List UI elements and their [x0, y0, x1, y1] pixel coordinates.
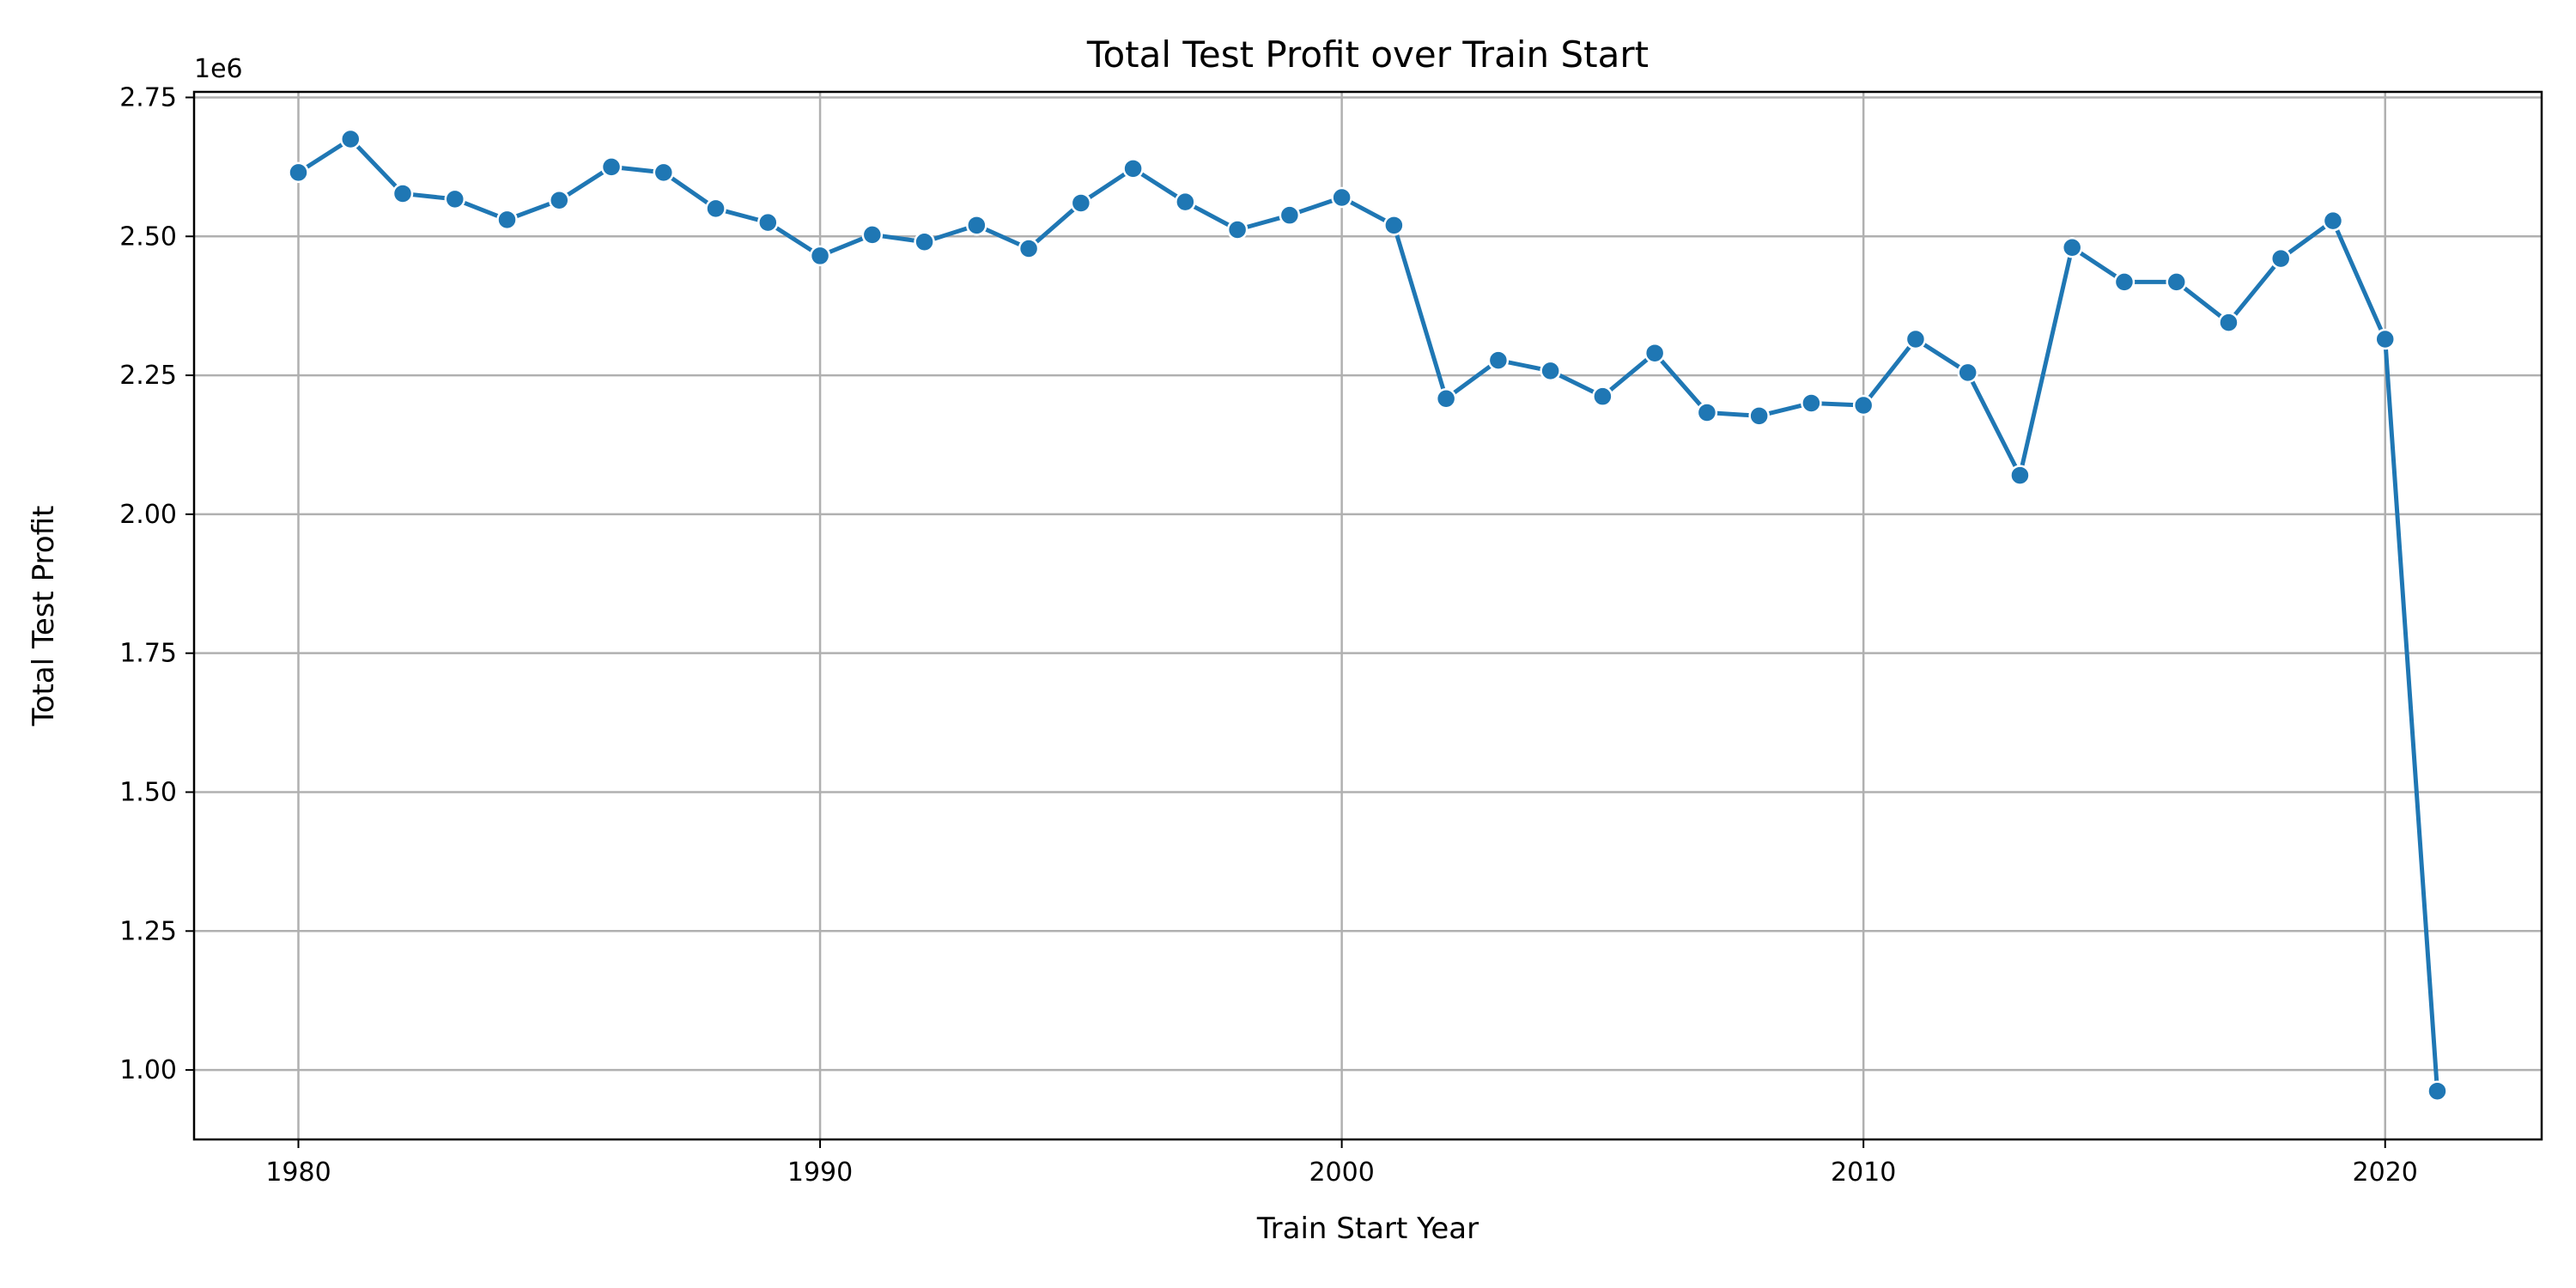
- data-point: [1435, 388, 1457, 410]
- marker-layer: [288, 128, 2448, 1102]
- data-point: [549, 189, 570, 211]
- data-point: [1592, 386, 1613, 407]
- data-point: [705, 197, 726, 220]
- y-tick-label: 1.00: [119, 1055, 177, 1085]
- y-tick-label: 2.75: [119, 82, 177, 112]
- data-point: [653, 161, 675, 184]
- data-point: [1018, 238, 1040, 259]
- x-tick-label: 2020: [2353, 1157, 2418, 1188]
- data-point: [600, 156, 623, 178]
- data-point: [2166, 271, 2187, 293]
- data-point: [1696, 402, 1718, 423]
- data-point: [340, 128, 361, 150]
- x-axis-ticks: 1980 1990 2000 2010 2020: [265, 1139, 2418, 1188]
- x-tick-label: 2010: [1831, 1157, 1896, 1188]
- data-point: [2427, 1080, 2448, 1102]
- data-point: [2218, 312, 2239, 333]
- y-axis-ticks: 1.00 1.25 1.50 1.75 2.00 2.25 2.50 2.75: [119, 82, 194, 1085]
- data-point: [757, 211, 779, 234]
- data-point: [1331, 186, 1352, 209]
- data-point: [1122, 158, 1144, 179]
- grid: [194, 92, 2542, 1139]
- y-axis-offset-label: 1e6: [194, 54, 243, 84]
- data-point: [444, 188, 466, 210]
- data-point: [2374, 328, 2396, 350]
- x-tick-label: 2000: [1309, 1157, 1374, 1188]
- y-tick-label: 1.75: [119, 639, 177, 669]
- data-point: [2009, 465, 2031, 486]
- y-tick-label: 1.50: [119, 777, 177, 807]
- y-tick-label: 1.25: [119, 916, 177, 946]
- data-point: [1748, 405, 1770, 427]
- y-tick-label: 2.00: [119, 500, 177, 530]
- data-point: [2269, 247, 2292, 270]
- data-point: [1957, 361, 1978, 384]
- y-tick-label: 2.25: [119, 361, 177, 391]
- data-point: [1643, 342, 1666, 364]
- data-point: [966, 215, 987, 236]
- data-point: [861, 224, 884, 246]
- data-point: [1226, 219, 1249, 240]
- x-tick-label: 1980: [265, 1157, 331, 1188]
- data-point: [1383, 215, 1405, 236]
- y-tick-label: 2.50: [119, 222, 177, 252]
- data-point: [1905, 328, 1927, 350]
- x-tick-label: 1990: [787, 1157, 853, 1188]
- chart-title: Total Test Profit over Train Start: [1086, 33, 1649, 76]
- data-point: [1801, 392, 1822, 414]
- data-point: [914, 231, 935, 252]
- data-point: [496, 209, 518, 231]
- data-point: [1852, 394, 1874, 416]
- data-point: [1279, 204, 1301, 226]
- data-point: [2113, 271, 2136, 293]
- data-point: [1540, 360, 1561, 382]
- data-point: [1175, 191, 1196, 213]
- data-point: [1070, 192, 1092, 214]
- data-point: [1487, 349, 1510, 371]
- y-axis-title: Total Test Profit: [27, 506, 61, 727]
- plot-area-frame: [192, 90, 2543, 1141]
- data-point: [2322, 210, 2344, 232]
- data-point: [809, 245, 831, 267]
- data-point: [2061, 236, 2083, 258]
- x-axis-title: Train Start Year: [1256, 1212, 1479, 1246]
- data-point: [392, 183, 414, 204]
- data-point: [288, 161, 309, 184]
